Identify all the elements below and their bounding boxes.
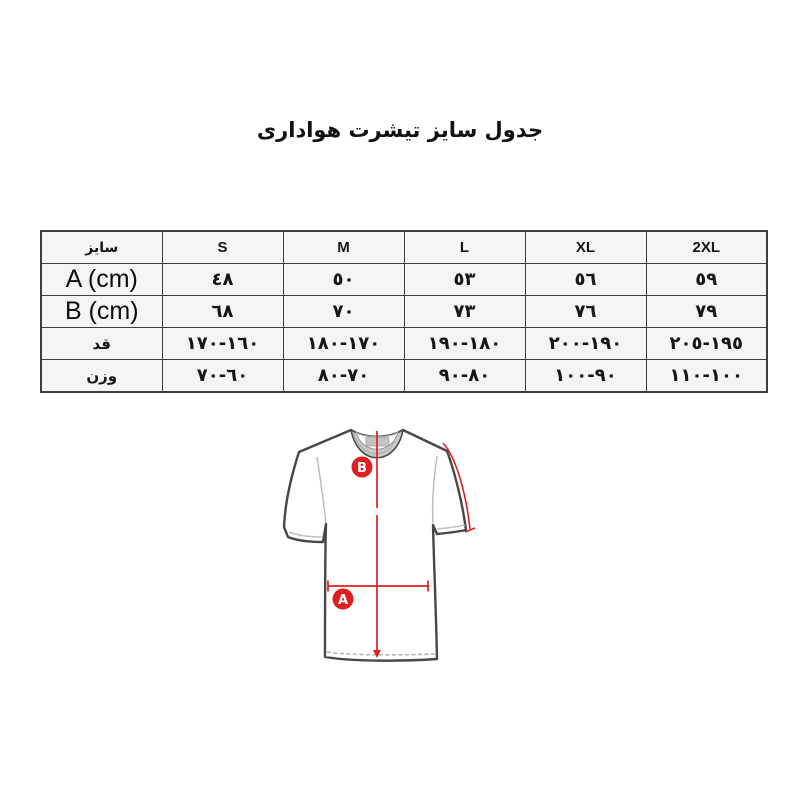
table-row-a: A (cm) ٤٨ ٥٠ ٥٣ ٥٦ ٥٩ bbox=[40, 263, 768, 296]
left-armhole-seam bbox=[316, 456, 327, 524]
col-header-xl: XL bbox=[524, 230, 647, 264]
cell-a-l: ٥٣ bbox=[403, 263, 526, 296]
cell-a-m: ٥٠ bbox=[282, 263, 405, 296]
sleeve-measure-curve bbox=[442, 442, 471, 530]
cell-b-m: ٧٠ bbox=[282, 295, 405, 328]
cell-weight-s: ٦٠-٧٠ bbox=[161, 359, 284, 393]
table-row-height: قد ١٦٠-١٧٠ ١٧٠-١٨٠ ١٨٠-١٩٠ ١٩٠-٢٠٠ ١٩٥-٢… bbox=[40, 327, 768, 360]
page-title: جدول سایز تیشرت هواداری bbox=[256, 118, 544, 142]
col-header-2xl: 2XL bbox=[645, 230, 768, 264]
cell-a-xl: ٥٦ bbox=[524, 263, 647, 296]
row-label-a: A (cm) bbox=[40, 263, 163, 296]
cell-height-xl: ١٩٠-٢٠٠ bbox=[524, 327, 647, 360]
cell-height-2xl: ١٩٥-٢٠٥ bbox=[645, 327, 768, 360]
col-header-s: S bbox=[161, 230, 284, 264]
length-arrowhead bbox=[373, 650, 381, 658]
table-header-row: سایز S M L XL 2XL bbox=[40, 230, 768, 264]
sleeve-curve-end-tick bbox=[464, 527, 476, 533]
row-label-weight: وزن bbox=[40, 359, 163, 393]
col-header-l: L bbox=[403, 230, 526, 264]
row-label-height: قد bbox=[40, 327, 163, 360]
cell-b-s: ٦٨ bbox=[161, 295, 284, 328]
marker-b-letter: B bbox=[357, 461, 367, 476]
right-armhole-seam bbox=[431, 455, 438, 524]
cell-weight-m: ٧٠-٨٠ bbox=[282, 359, 405, 393]
cell-b-xl: ٧٦ bbox=[524, 295, 647, 328]
tshirt-outline bbox=[282, 428, 468, 662]
cell-b-l: ٧٣ bbox=[403, 295, 526, 328]
cell-a-s: ٤٨ bbox=[161, 263, 284, 296]
cell-height-s: ١٦٠-١٧٠ bbox=[161, 327, 284, 360]
cell-height-m: ١٧٠-١٨٠ bbox=[282, 327, 405, 360]
marker-a-badge: A bbox=[332, 588, 354, 610]
marker-a-letter: A bbox=[338, 593, 348, 608]
cell-a-2xl: ٥٩ bbox=[645, 263, 768, 296]
right-cuff-stitch bbox=[436, 524, 466, 530]
size-table: سایز S M L XL 2XL A (cm) ٤٨ ٥٠ ٥٣ ٥٦ ٥٩ bbox=[40, 230, 768, 393]
table-row-b: B (cm) ٦٨ ٧٠ ٧٣ ٧٦ ٧٩ bbox=[40, 295, 768, 328]
hem-stitch bbox=[326, 651, 436, 656]
col-header-m: M bbox=[282, 230, 405, 264]
cell-weight-l: ٨٠-٩٠ bbox=[403, 359, 526, 393]
tshirt-measurement-diagram: B A bbox=[282, 428, 476, 662]
left-cuff-stitch bbox=[288, 531, 323, 538]
cell-b-2xl: ٧٩ bbox=[645, 295, 768, 328]
marker-b-badge: B bbox=[351, 456, 373, 478]
width-measure-line-a bbox=[327, 580, 429, 592]
cell-height-l: ١٨٠-١٩٠ bbox=[403, 327, 526, 360]
table-row-weight: وزن ٦٠-٧٠ ٧٠-٨٠ ٨٠-٩٠ ٩٠-١٠٠ ١٠٠-١١٠ bbox=[40, 359, 768, 393]
row-label-b: B (cm) bbox=[40, 295, 163, 328]
cell-weight-2xl: ١٠٠-١١٠ bbox=[645, 359, 768, 393]
cell-weight-xl: ٩٠-١٠٠ bbox=[524, 359, 647, 393]
col-header-size: سایز bbox=[40, 230, 163, 264]
